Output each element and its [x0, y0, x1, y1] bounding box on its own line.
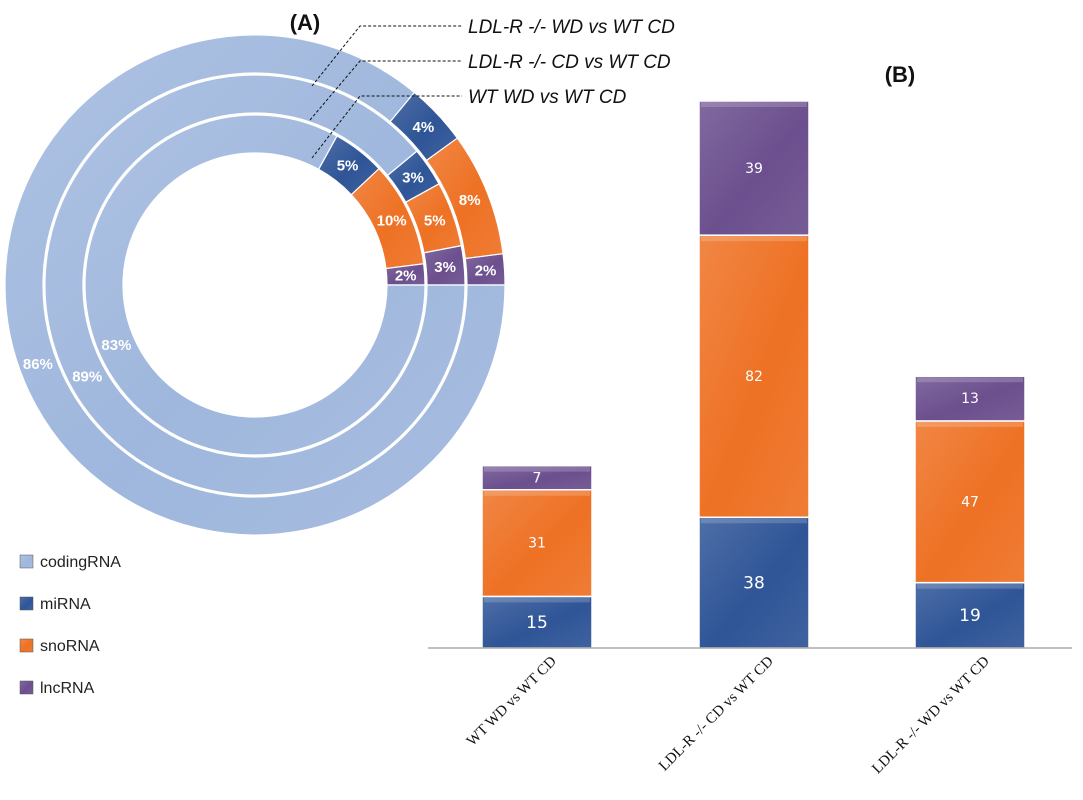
bar-bevel-snoRNA-1: [484, 490, 590, 496]
slice-label-outer-codingRNA: 86%: [23, 356, 53, 373]
panel-a-label: (A): [290, 10, 321, 35]
ring-middle: 3% 5% 3% 89%: [44, 74, 466, 496]
bar-miRNA-1: [481, 595, 593, 649]
slice-label-middle-lncRNA: 3%: [434, 259, 456, 276]
slice-inner-miRNA: [317, 135, 380, 196]
legend-item-miRNA: miRNA: [19, 596, 91, 613]
slice-outer-codingRNA: [4, 34, 506, 536]
bar-value-lncRNA-3: 13: [961, 391, 979, 407]
donut-chart-panel: 2% 8% 4% 86% 3% 5% 3% 89% 2% 10% 5% 83% LDL-R -/- W…: [4, 17, 675, 536]
bar-bevel-miRNA-2: [701, 518, 807, 524]
bar-value-lncRNA-1: 7: [533, 470, 542, 486]
slice-label-outer-lncRNA: 2%: [475, 262, 497, 279]
slice-label-inner-miRNA: 5%: [337, 158, 359, 175]
ring-inner: 2% 10% 5% 83%: [84, 114, 426, 456]
slice-middle-codingRNA: [44, 74, 466, 496]
slice-label-inner-snoRNA: 10%: [377, 213, 407, 230]
ring-title-middle: LDL-R -/- CD vs WT CD: [468, 52, 671, 73]
slice-label-inner-codingRNA: 83%: [101, 337, 131, 354]
bar-bevel-miRNA-1: [484, 597, 590, 603]
legend-swatch-codingRNA: [19, 554, 34, 569]
slice-label-outer-miRNA: 4%: [413, 119, 435, 136]
leader-line-middle: [309, 60, 462, 121]
category-label-1: WT WD vs WT CD: [464, 653, 560, 749]
legend-label-lncRNA: lncRNA: [40, 680, 95, 697]
panel-b-label: (B): [885, 62, 916, 87]
legend-item-codingRNA: codingRNA: [19, 554, 121, 571]
slice-outer-snoRNA: [425, 137, 504, 260]
legend-swatch-lncRNA: [19, 680, 34, 695]
bar-value-miRNA-3: 19: [959, 606, 981, 626]
bar-snoRNA-1: [481, 488, 593, 598]
legend-item-snoRNA: snoRNA: [19, 638, 100, 655]
bar-lncRNA-3: [914, 375, 1026, 422]
bar-value-snoRNA-2: 82: [745, 369, 763, 385]
category-labels: WT WD vs WT CD LDL-R -/- CD vs WT CD LDL-R…: [464, 653, 993, 777]
bar-bevel-lncRNA-2: [701, 102, 807, 107]
bar-value-miRNA-2: 38: [743, 573, 765, 593]
bar-bevel-lncRNA-1: [484, 466, 590, 472]
bar-value-miRNA-1: 15: [526, 613, 548, 633]
ring-title-inner: WT WD vs WT CD: [468, 87, 627, 108]
category-label-2: LDL-R -/- CD vs WT CD: [656, 653, 777, 774]
slice-label-middle-snoRNA: 5%: [424, 212, 446, 229]
legend-swatch-miRNA: [19, 596, 34, 611]
stacked-bar-chart-panel: 15 31 7 38 82 39 19 47 13 WT WD vs WT CD LDL-R -/…: [428, 100, 1072, 777]
bar-snoRNA-2: [698, 234, 810, 519]
bar-miRNA-2: [698, 516, 810, 649]
bar-bevel-snoRNA-3: [917, 421, 1023, 427]
slice-middle-snoRNA: [404, 183, 462, 254]
bar-value-snoRNA-3: 47: [961, 494, 979, 510]
ring-title-outer: LDL-R -/- WD vs WT CD: [468, 17, 675, 38]
legend-label-codingRNA: codingRNA: [40, 554, 121, 571]
ring-outer: 2% 8% 4% 86%: [4, 34, 506, 536]
bar-bevel-snoRNA-2: [701, 236, 807, 242]
bar-value-snoRNA-1: 31: [528, 536, 546, 552]
slice-label-middle-codingRNA: 89%: [72, 368, 102, 385]
slice-label-inner-lncRNA: 2%: [395, 268, 417, 285]
bar-lncRNA-2: [698, 100, 810, 236]
slice-inner-codingRNA: [84, 114, 426, 456]
legend-label-snoRNA: snoRNA: [40, 638, 100, 655]
donut-rings: 2% 8% 4% 86% 3% 5% 3% 89% 2% 10% 5% 83%: [4, 34, 506, 536]
legend-item-lncRNA: lncRNA: [19, 680, 95, 697]
slice-outer-miRNA: [389, 91, 459, 162]
legend-swatch-snoRNA: [19, 638, 34, 653]
bar-bevel-miRNA-3: [917, 583, 1023, 589]
legend: codingRNA miRNA snoRNA lncRNA: [19, 554, 121, 697]
bar-stack-1: 15 31 7: [481, 464, 593, 649]
slice-inner-snoRNA: [350, 167, 425, 270]
bar-value-lncRNA-2: 39: [745, 161, 763, 177]
ring-leader-lines: LDL-R -/- WD vs WT CD LDL-R -/- CD vs WT …: [309, 17, 675, 159]
slice-label-middle-miRNA: 3%: [402, 170, 424, 187]
slice-label-outer-snoRNA: 8%: [459, 192, 481, 209]
bar-stack-2: 38 82 39: [698, 100, 810, 649]
bar-stacks: 15 31 7 38 82 39 19 47 13: [481, 100, 1026, 649]
bar-snoRNA-3: [914, 420, 1026, 584]
leader-line-inner: [311, 95, 462, 159]
bar-lncRNA-1: [481, 464, 593, 491]
legend-label-miRNA: miRNA: [40, 596, 91, 613]
slice-middle-miRNA: [386, 150, 440, 203]
bar-stack-3: 19 47 13: [914, 375, 1026, 649]
bar-bevel-lncRNA-3: [917, 377, 1023, 383]
category-label-3: LDL-R -/- WD vs WT CD: [869, 653, 993, 777]
leader-line-outer: [311, 25, 462, 87]
